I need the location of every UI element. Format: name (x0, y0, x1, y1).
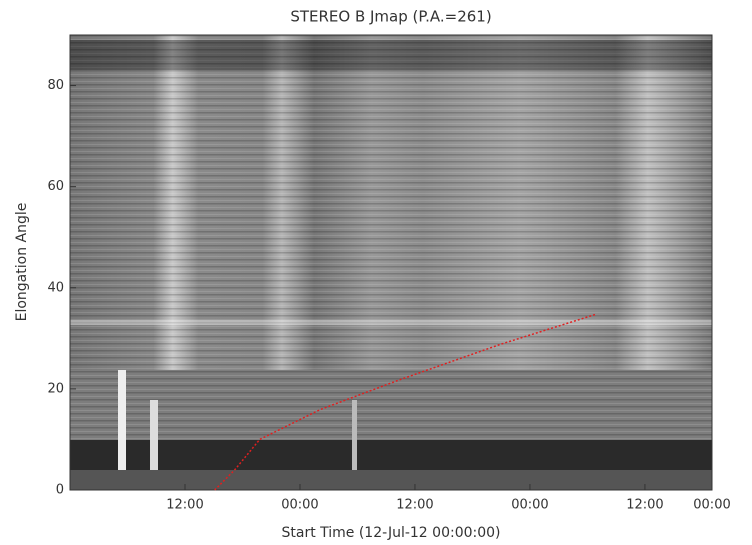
x-tick-label: 00:00 (511, 498, 548, 513)
chart-title: STEREO B Jmap (P.A.=261) (290, 8, 491, 26)
x-axis-label: Start Time (12-Jul-12 00:00:00) (281, 525, 500, 541)
x-tick-label: 12:00 (396, 498, 433, 513)
y-tick-label: 60 (47, 179, 64, 194)
y-tick-label: 80 (47, 78, 64, 93)
y-tick-label: 20 (47, 381, 64, 396)
y-tick-label: 40 (47, 280, 64, 295)
x-tick-label: 12:00 (626, 498, 663, 513)
track-line (214, 313, 596, 491)
y-tick-label: 0 (56, 483, 64, 498)
x-tick-label: 00:00 (693, 498, 730, 513)
plot-frame (69, 34, 713, 491)
y-axis-label: Elongation Angle (14, 203, 30, 322)
jmap-image (70, 35, 712, 490)
x-tick-label: 00:00 (281, 498, 318, 513)
x-tick-label: 12:00 (166, 498, 203, 513)
